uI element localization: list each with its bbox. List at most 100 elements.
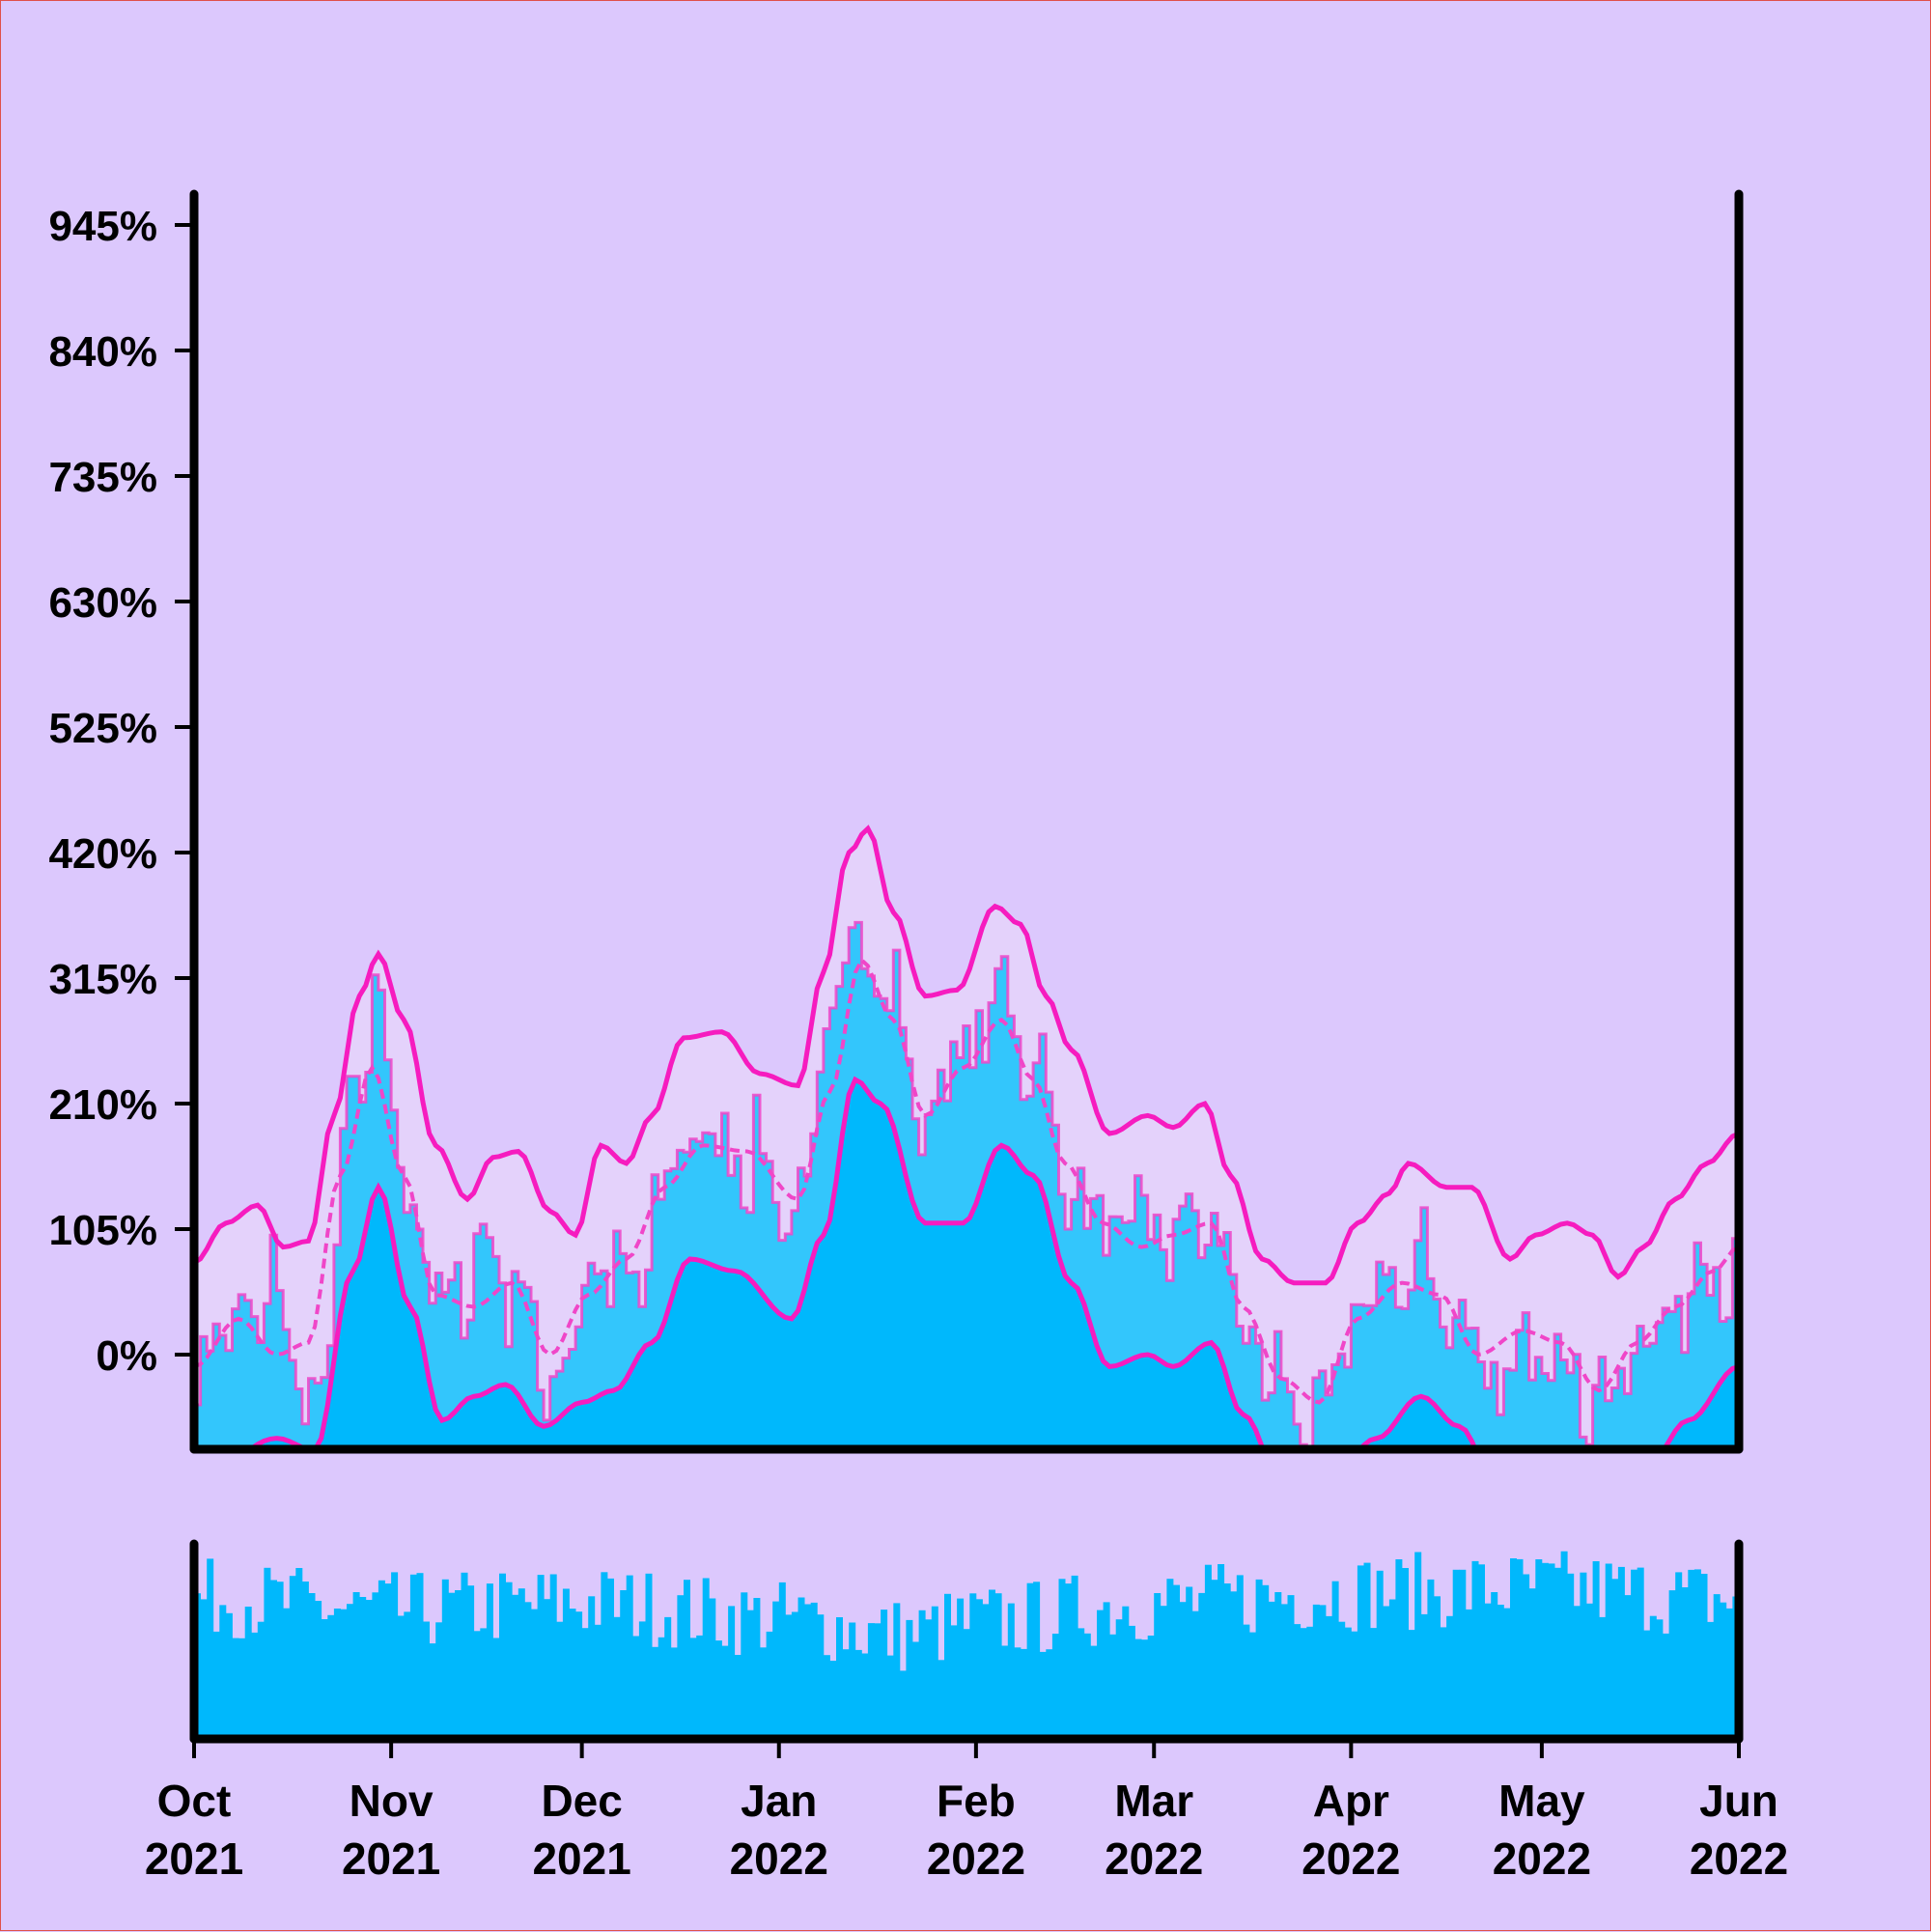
volume-bar	[810, 1602, 818, 1739]
y-tick-label: 420%	[48, 830, 157, 878]
upper-band-line	[194, 825, 1739, 1286]
volume-bar	[1656, 1619, 1664, 1739]
volume-bar	[1573, 1606, 1581, 1739]
volume-bar	[1631, 1569, 1638, 1739]
volume-bar	[499, 1573, 506, 1739]
volume-bar	[1700, 1574, 1708, 1739]
volume-bar	[435, 1622, 443, 1739]
volume-bar	[714, 1640, 722, 1739]
volume-bar	[670, 1647, 678, 1739]
volume-bar	[251, 1632, 259, 1739]
volume-bar	[1611, 1579, 1619, 1739]
volume-bar	[944, 1593, 951, 1739]
volume-bar	[1033, 1582, 1041, 1739]
volume-bar	[664, 1616, 672, 1739]
volume-bar	[473, 1631, 481, 1739]
volume-bar	[308, 1593, 316, 1739]
volume-bar	[1649, 1615, 1657, 1739]
volume-bar	[931, 1606, 938, 1739]
volume-bar	[327, 1614, 335, 1739]
x-tick-label-year: 2022	[1493, 1834, 1591, 1884]
x-tick-label-month: Mar	[1114, 1776, 1193, 1826]
volume-bar	[963, 1629, 970, 1739]
volume-bar	[1160, 1606, 1167, 1739]
volume-bar	[994, 1593, 1002, 1739]
volume-bar	[1395, 1559, 1403, 1739]
volume-bar	[1586, 1603, 1593, 1739]
volume-bar	[1217, 1564, 1225, 1739]
volume-bar	[238, 1638, 246, 1739]
volume-bar	[1484, 1603, 1492, 1739]
volume-bar	[1204, 1564, 1212, 1739]
x-tick-label-year: 2021	[532, 1834, 630, 1884]
volume-bar	[397, 1615, 405, 1739]
volume-bar	[524, 1602, 532, 1739]
volume-bar	[689, 1638, 697, 1739]
volume-bar	[264, 1567, 271, 1739]
volume-bar	[601, 1572, 608, 1739]
volume-bar	[1580, 1572, 1587, 1739]
volume-bar	[817, 1614, 825, 1739]
volume-bar	[1294, 1624, 1301, 1739]
volume-bar	[378, 1580, 385, 1739]
volume-bar	[333, 1609, 341, 1739]
volume-bar	[1287, 1595, 1295, 1739]
volume-bar	[467, 1585, 475, 1739]
volume-bar	[1478, 1564, 1485, 1739]
volume-bar	[1637, 1567, 1644, 1739]
x-tick-label-month: May	[1498, 1776, 1585, 1826]
volume-bar	[760, 1647, 767, 1739]
volume-bar	[746, 1610, 754, 1739]
volume-bar	[340, 1609, 348, 1739]
volume-bar	[975, 1599, 983, 1739]
volume-bar	[1388, 1599, 1396, 1739]
volume-bar	[925, 1619, 933, 1739]
x-tick-label-month: Feb	[937, 1776, 1016, 1826]
volume-bar	[658, 1637, 665, 1739]
volume-bar	[492, 1638, 500, 1739]
volume-bar	[1141, 1639, 1149, 1739]
volume-bar	[1624, 1595, 1632, 1739]
volume-bar	[295, 1568, 303, 1739]
volume-bar	[1452, 1569, 1460, 1739]
volume-bar	[1249, 1632, 1256, 1739]
volume-bar	[283, 1608, 291, 1739]
volume-bar	[1567, 1573, 1575, 1739]
volume-bar	[1021, 1648, 1027, 1739]
volume-bar	[1198, 1592, 1206, 1739]
volume-bar	[594, 1624, 602, 1739]
volume-bar	[1491, 1592, 1498, 1739]
volume-bar	[1255, 1579, 1263, 1739]
volume-bar	[702, 1578, 710, 1739]
volume-bar	[1688, 1569, 1695, 1739]
volume-bar	[778, 1582, 786, 1739]
volume-bar	[632, 1636, 640, 1739]
volume-bar	[1014, 1647, 1021, 1739]
volume-bar	[1465, 1609, 1472, 1739]
volume-bar	[1675, 1572, 1683, 1739]
volume-bar	[448, 1592, 456, 1739]
volume-bar	[352, 1592, 360, 1739]
volume-bar	[1560, 1551, 1568, 1739]
volume-bar	[581, 1628, 589, 1739]
volume-bar	[575, 1611, 583, 1739]
volume-bar	[409, 1574, 417, 1739]
volume-bar	[1523, 1574, 1530, 1739]
volume-bar	[416, 1573, 424, 1739]
volume-bar	[276, 1582, 284, 1739]
volume-bar	[1528, 1588, 1536, 1739]
volume-bar	[486, 1583, 493, 1739]
volume-bar	[1077, 1628, 1085, 1739]
volume-bar	[677, 1595, 685, 1739]
volume-bar	[505, 1582, 513, 1739]
volume-bar	[881, 1610, 888, 1739]
volume-bar	[893, 1603, 901, 1739]
volume-bar	[766, 1631, 773, 1739]
volume-bar	[1503, 1608, 1511, 1739]
volume-bar	[874, 1623, 882, 1739]
volume-bar	[359, 1597, 367, 1739]
volume-bar	[1376, 1570, 1384, 1739]
volume-bar	[785, 1614, 793, 1739]
volume-bar	[938, 1660, 945, 1739]
